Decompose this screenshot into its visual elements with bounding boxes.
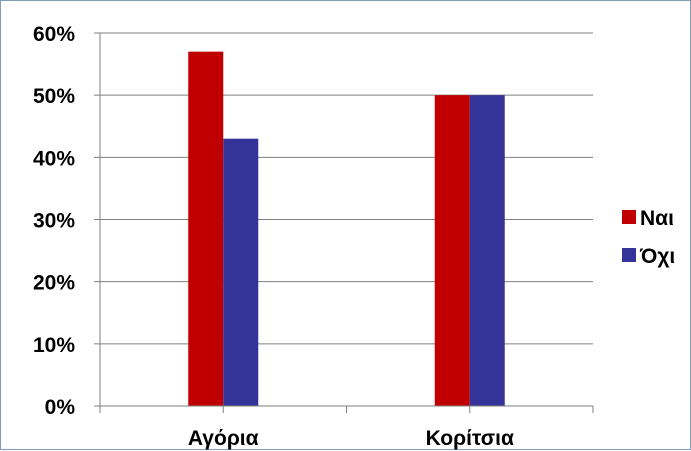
axes bbox=[94, 32, 594, 413]
legend-label: Ναι bbox=[640, 207, 674, 230]
bar-nai-0 bbox=[188, 51, 224, 407]
x-category-label: Αγόρια bbox=[188, 427, 259, 450]
x-category-label: Κορίτσια bbox=[426, 427, 514, 450]
y-tick-label: 20% bbox=[33, 272, 75, 295]
y-tick-label: 50% bbox=[33, 85, 75, 108]
x-category-labels: Αγόρια Κορίτσια bbox=[188, 427, 514, 450]
bar-nai-1 bbox=[434, 95, 470, 407]
gridlines bbox=[100, 32, 593, 345]
legend-label: Όχι bbox=[639, 245, 675, 268]
y-tick-label: 0% bbox=[45, 396, 76, 419]
y-tick-label: 10% bbox=[33, 334, 75, 357]
y-tick-label: 40% bbox=[33, 147, 75, 170]
bar-ochi-0 bbox=[223, 138, 259, 406]
legend-swatch bbox=[622, 248, 636, 262]
y-tick-label: 30% bbox=[33, 210, 75, 233]
legend: Ναι Όχι bbox=[622, 207, 675, 268]
bars bbox=[188, 51, 505, 407]
y-tick-label: 60% bbox=[33, 23, 75, 46]
y-tick-labels: 0% 10% 20% 30% 40% 50% 60% bbox=[33, 23, 75, 419]
bar-ochi-1 bbox=[469, 95, 505, 407]
legend-swatch bbox=[622, 210, 636, 224]
